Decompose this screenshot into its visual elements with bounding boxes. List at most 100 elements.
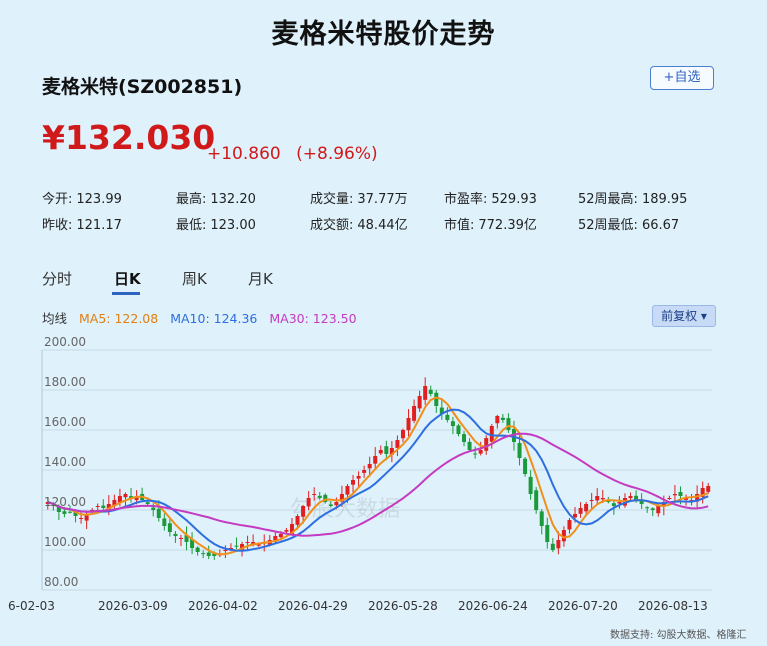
- candle-body: [356, 476, 361, 479]
- candle-body: [62, 511, 67, 514]
- candle-body: [129, 496, 134, 498]
- ma-legend: 均线 MA5: 122.08 MA10: 124.36 MA30: 123.50: [42, 308, 365, 327]
- candle-body: [312, 494, 317, 495]
- candle-body: [473, 453, 478, 455]
- candle-body: [561, 530, 566, 542]
- candle-body: [273, 536, 278, 542]
- y-tick-label: 80.00: [44, 575, 78, 589]
- candle-body: [528, 476, 533, 494]
- tab-weekly-k[interactable]: 周K: [182, 270, 207, 288]
- price-change-value: +10.860: [207, 144, 281, 164]
- candle-body: [95, 506, 100, 507]
- candle-body: [284, 530, 289, 532]
- candle-body: [151, 507, 156, 510]
- candle-body: [56, 505, 61, 512]
- stat-volume: 成交量: 37.77万: [310, 192, 408, 207]
- candle-body: [595, 496, 600, 501]
- candle-body: [184, 535, 189, 542]
- candle-body: [162, 518, 167, 526]
- chart-grid: [41, 349, 712, 591]
- candle-body: [611, 503, 616, 506]
- candle-body: [351, 480, 356, 485]
- candle-body: [123, 494, 128, 498]
- candle-body: [384, 446, 389, 454]
- candle-body: [500, 417, 505, 420]
- stat-52w-low: 52周最低: 66.67: [578, 218, 680, 233]
- candle-body: [617, 502, 622, 504]
- candle-body: [234, 545, 239, 547]
- candle-body: [289, 524, 294, 534]
- candle-body: [423, 386, 428, 400]
- tab-intraday[interactable]: 分时: [42, 270, 73, 288]
- x-tick-label: 2026-05-28: [368, 599, 438, 613]
- candle-body: [328, 504, 333, 506]
- ma5-legend: MA5: 122.08: [79, 311, 159, 326]
- candle-body: [412, 406, 417, 421]
- candle-body: [672, 494, 677, 496]
- candle-body: [67, 511, 72, 513]
- ma30-line: [47, 432, 709, 537]
- candle-body: [506, 418, 511, 430]
- candle-body: [301, 506, 306, 517]
- candle-body: [467, 441, 472, 450]
- candle-body: [90, 510, 95, 511]
- current-price: ¥132.030: [42, 118, 216, 157]
- ma30-legend: MA30: 123.50: [269, 311, 357, 326]
- candle-body: [484, 438, 489, 451]
- candle-body: [51, 505, 56, 507]
- candle-body: [417, 396, 422, 409]
- candle-body: [240, 544, 245, 550]
- y-tick-label: 160.00: [44, 415, 86, 429]
- y-tick-label: 100.00: [44, 535, 86, 549]
- candle-body: [645, 507, 650, 509]
- ma-legend-label: 均线: [42, 311, 68, 326]
- tab-active-indicator: [112, 292, 140, 295]
- candle-body: [406, 418, 411, 431]
- candle-body: [206, 552, 211, 556]
- candle-body: [661, 502, 666, 507]
- candle-body: [334, 502, 339, 506]
- candle-body: [478, 450, 483, 454]
- candle-body: [245, 542, 250, 543]
- candle-body: [628, 496, 633, 499]
- x-tick-label: 2026-06-24: [458, 599, 528, 613]
- price-change: +10.860 (+8.96%): [207, 144, 388, 164]
- candle-body: [117, 496, 122, 503]
- candle-body: [545, 525, 550, 542]
- stat-market-cap: 市值: 772.39亿: [444, 218, 537, 233]
- candle-body: [695, 494, 700, 502]
- candle-body: [589, 500, 594, 501]
- stat-low: 最低: 123.00: [176, 218, 256, 233]
- tab-monthly-k[interactable]: 月K: [248, 270, 273, 288]
- candle-body: [195, 547, 200, 552]
- candle-body: [667, 498, 672, 500]
- candle-body: [389, 448, 394, 455]
- candle-body: [678, 491, 683, 496]
- candle-body: [345, 486, 350, 495]
- adjust-dropdown[interactable]: 前复权 ▾: [652, 305, 716, 327]
- candle-body: [489, 426, 494, 442]
- candles: [45, 377, 711, 560]
- candle-body: [362, 470, 367, 473]
- stat-pe: 市盈率: 529.93: [444, 192, 537, 207]
- candle-body: [584, 504, 589, 512]
- candle-body: [228, 548, 233, 550]
- candle-body: [373, 456, 378, 464]
- candle-body: [112, 500, 117, 507]
- ma10-line: [47, 408, 709, 552]
- page-title: 麦格米特股价走势: [271, 19, 496, 50]
- candle-body: [456, 425, 461, 434]
- add-watchlist-button[interactable]: +自选: [650, 66, 714, 90]
- candle-body: [84, 514, 89, 521]
- data-source-note: 数据支持: 勾股大数据、格隆汇: [610, 630, 747, 641]
- candle-body: [534, 490, 539, 510]
- tab-daily-k[interactable]: 日K: [114, 270, 141, 288]
- x-tick-label: 2026-04-02: [188, 599, 258, 613]
- candle-body: [639, 499, 644, 504]
- y-tick-label: 120.00: [44, 495, 86, 509]
- candle-body: [134, 496, 139, 501]
- x-tick-label: 2026-03-09: [98, 599, 168, 613]
- y-axis-ticks: 200.00 180.00 160.00 140.00 120.00 100.00 80.0…: [44, 336, 86, 589]
- candle-body: [634, 495, 639, 500]
- candle-body: [567, 520, 572, 530]
